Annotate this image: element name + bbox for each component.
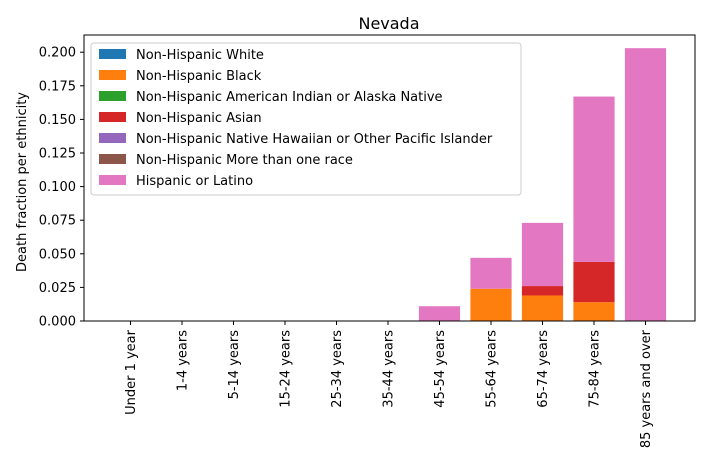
bar-segment [418, 306, 461, 321]
y-tick-label: 0.150 [39, 113, 76, 128]
plot-frame [83, 34, 696, 322]
legend-swatch [99, 49, 126, 59]
legend-label: Non-Hispanic White [136, 48, 264, 63]
y-tick-label: 0.125 [39, 147, 76, 162]
legend-swatch [99, 175, 126, 185]
legend-swatch [99, 154, 126, 164]
legend-label: Non-Hispanic Black [136, 69, 262, 84]
y-tick-label: 0.100 [39, 180, 76, 195]
legend-label: Non-Hispanic More than one race [136, 153, 353, 168]
bar-segment [470, 288, 512, 321]
bar-segment [573, 261, 615, 303]
legend-swatch [99, 112, 126, 122]
bar-segment [521, 286, 564, 296]
y-tick-label: 0.000 [39, 315, 76, 330]
legend-swatch [99, 133, 126, 143]
x-ticks: Under 1 year 1-4 years 5-14 years 15-24 yea… [124, 321, 654, 448]
y-tick-label: 0.175 [39, 79, 76, 94]
y-axis-label: Death fraction per ethnicity [15, 92, 30, 272]
x-tick-label: 55-64 years [485, 330, 500, 408]
legend-label: Non-Hispanic Asian [136, 111, 262, 126]
legend-label: Non-Hispanic American Indian or Alaska N… [136, 90, 443, 105]
y-tick-label: 0.200 [39, 46, 76, 61]
legend-swatch [99, 91, 126, 101]
x-tick-label: 5-14 years [227, 330, 242, 400]
legend-label: Non-Hispanic Native Hawaiian or Other Pa… [136, 132, 493, 147]
x-tick-label: Under 1 year [124, 329, 139, 415]
x-tick-label: 65-74 years [536, 330, 551, 408]
y-tick-label: 0.075 [39, 214, 76, 229]
x-tick-label: 75-84 years [588, 330, 603, 408]
x-tick-label: 45-54 years [433, 330, 448, 408]
x-tick-label: 35-44 years [382, 330, 397, 408]
x-tick-label: 15-24 years [279, 330, 294, 408]
legend-label: Hispanic or Latino [136, 174, 253, 189]
x-tick-label: 85 years and over [639, 329, 654, 448]
legend: Non-Hispanic White Non-Hispanic Black Non-… [90, 42, 522, 196]
bar-segment [624, 48, 667, 322]
legend-swatch [99, 70, 126, 80]
bars [418, 48, 667, 322]
y-ticks: 0.000 0.025 0.050 0.075 0.100 0.125 0.150 0.175… [39, 46, 84, 330]
bar-segment [573, 302, 615, 321]
bar-segment [521, 295, 564, 321]
bar-segment [470, 257, 512, 289]
y-tick-label: 0.050 [39, 247, 76, 262]
bar-segment [573, 96, 615, 262]
legend-frame [90, 42, 522, 196]
chart-title: Nevada [358, 14, 419, 33]
x-tick-label: 25-34 years [330, 330, 345, 408]
x-tick-label: 1-4 years [176, 330, 191, 391]
bar-segment [521, 222, 564, 287]
y-tick-label: 0.025 [39, 281, 76, 296]
